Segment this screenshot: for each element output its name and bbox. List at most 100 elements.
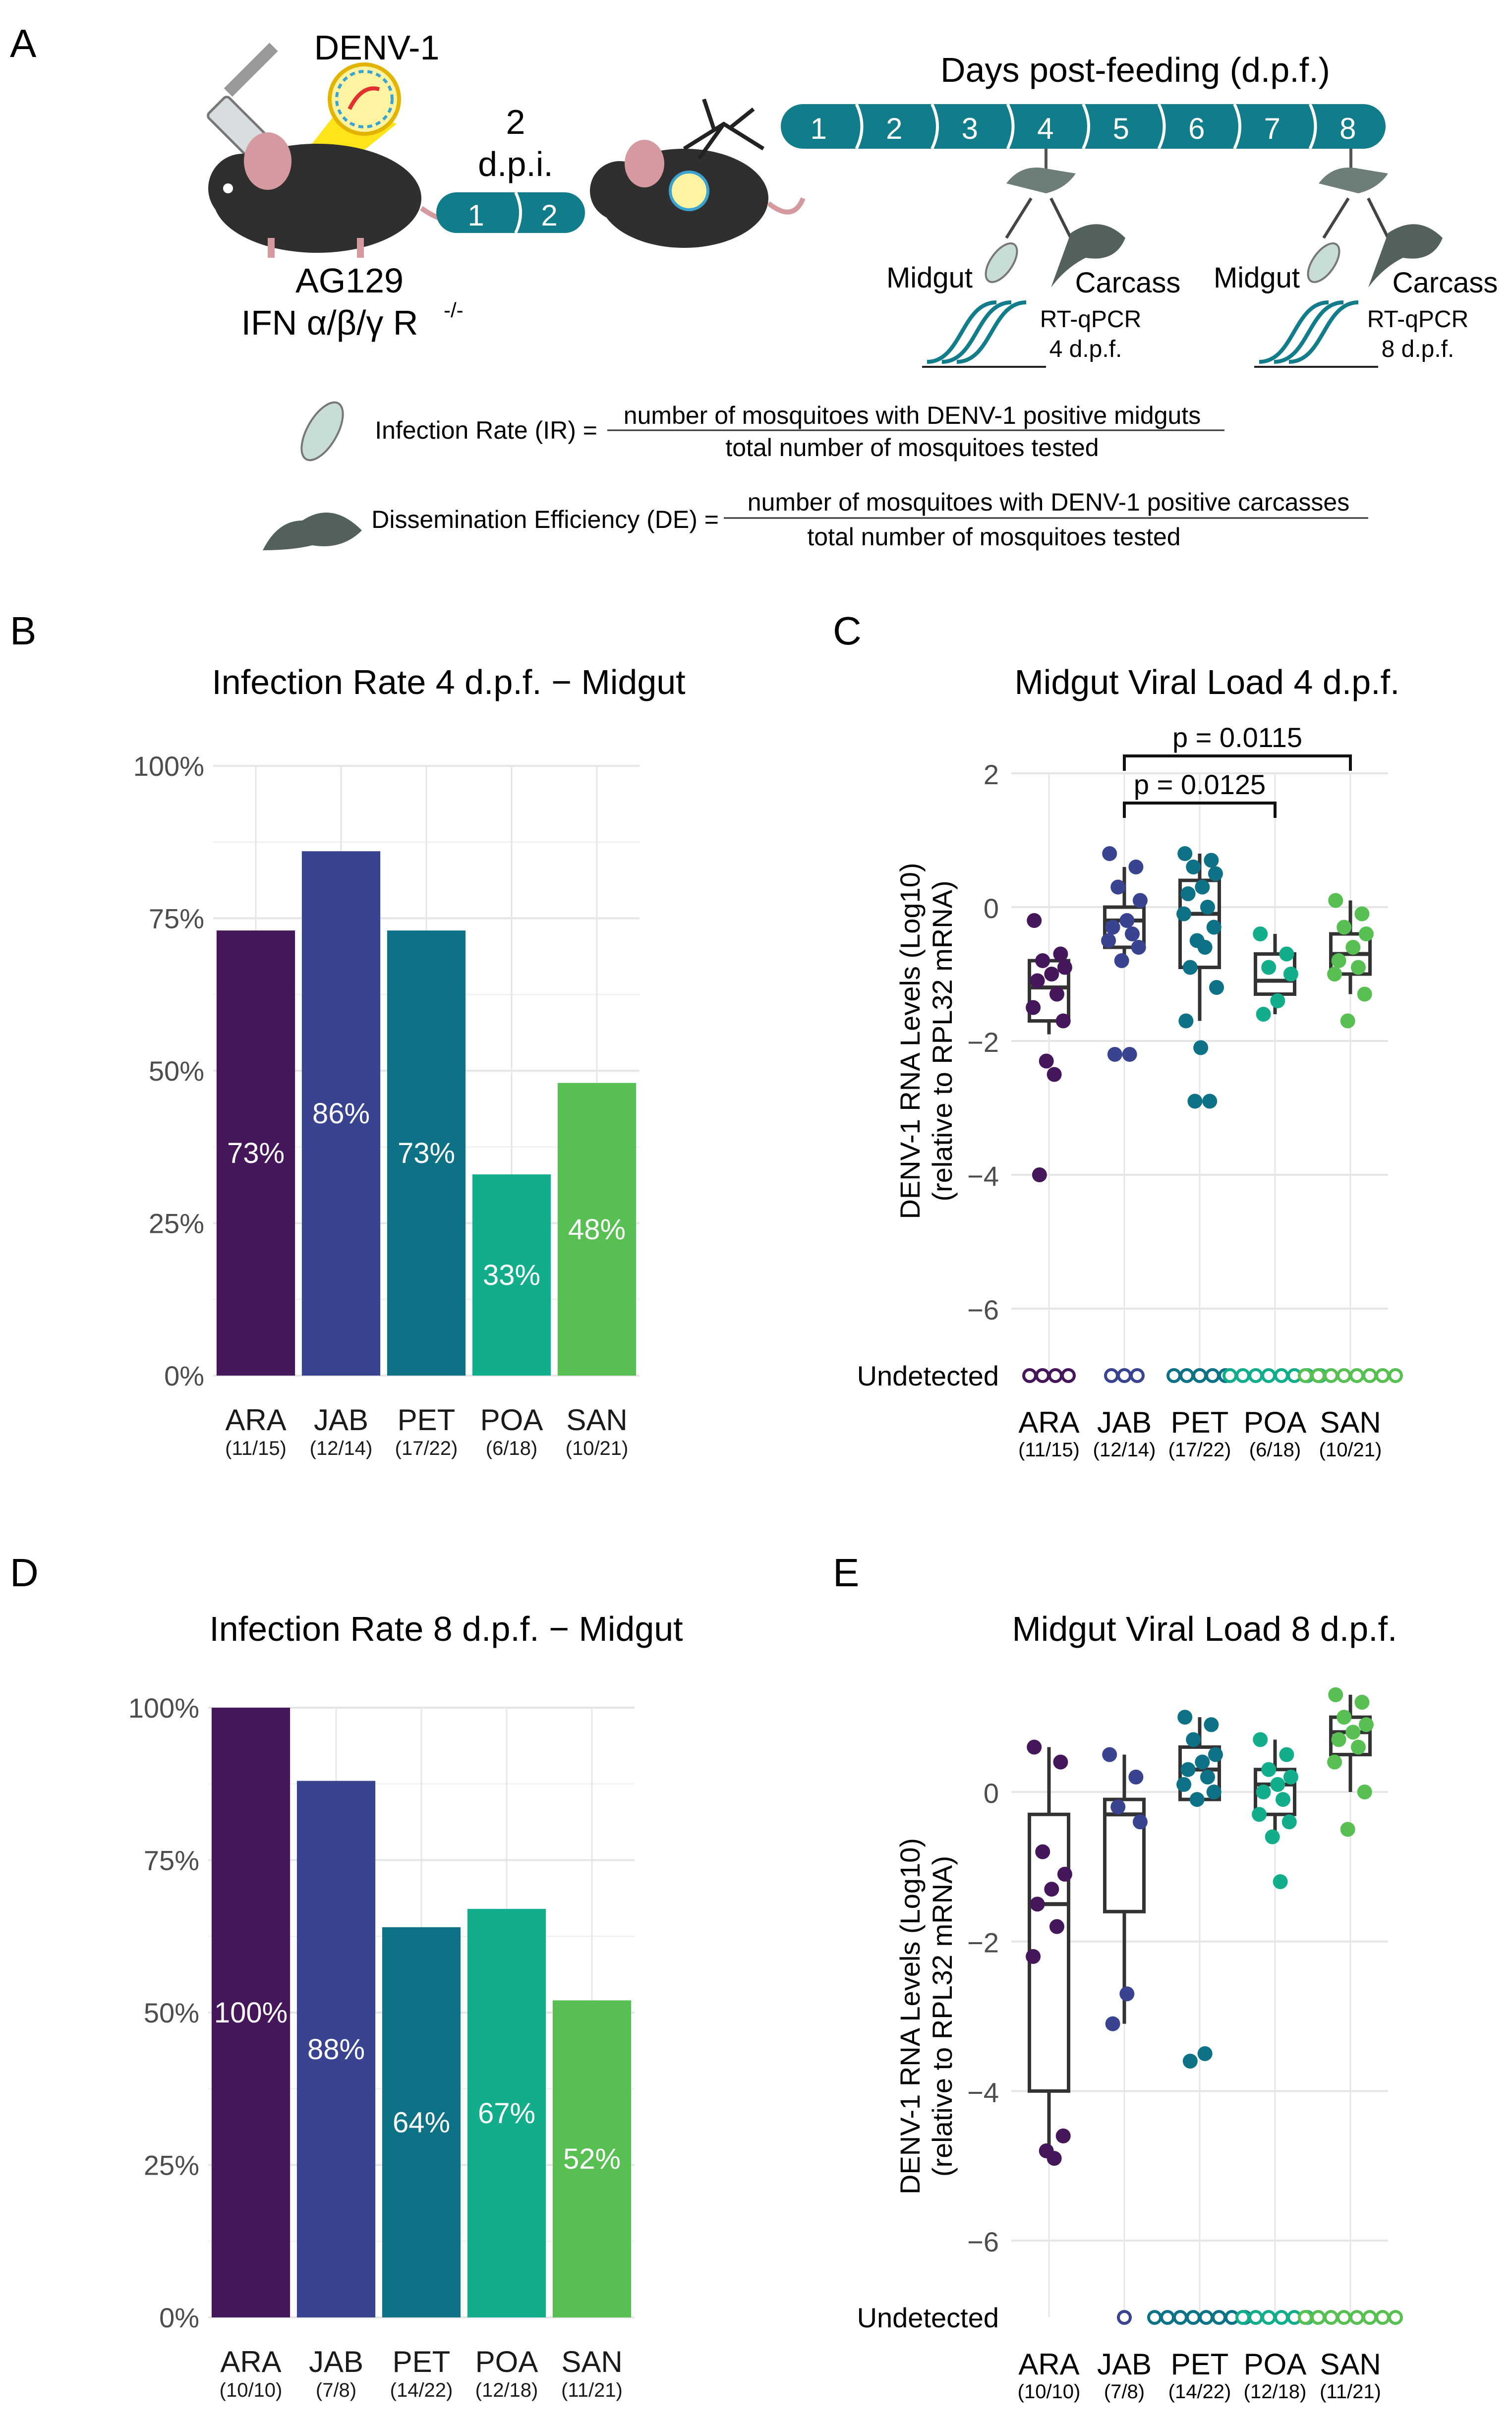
- data-point-ara: [1047, 2151, 1062, 2166]
- bar-poa: [472, 1174, 551, 1376]
- undetected-point-poa: [1248, 1368, 1263, 1383]
- dpi-timeline-bar: [436, 192, 585, 233]
- y-tick-label: −6: [967, 1294, 999, 1326]
- data-point-ara: [1027, 1739, 1042, 1755]
- y-tick-label: −4: [967, 2077, 999, 2108]
- midgut-label-8: Midgut: [1214, 262, 1300, 294]
- data-point-ara: [1053, 946, 1068, 962]
- data-point-pet: [1177, 846, 1193, 861]
- undetected-point-jab: [1104, 1368, 1119, 1383]
- x-tick-label: PET: [393, 2345, 451, 2378]
- timeline-divider: [1157, 103, 1166, 150]
- data-point-ara: [1057, 1866, 1072, 1882]
- mosquito-icon: [1319, 168, 1388, 193]
- ir-numerator: number of mosquitoes with DENV-1 positiv…: [624, 402, 1201, 429]
- bar-value-label: 48%: [568, 1213, 626, 1246]
- data-point-san: [1327, 1754, 1342, 1770]
- data-point-poa: [1283, 1769, 1298, 1785]
- y-tick-label: 0: [984, 893, 999, 924]
- timeline-divider: [1006, 103, 1015, 150]
- data-point-pet: [1206, 1785, 1221, 1799]
- days-post-feeding-title: Days post-feeding (d.p.f.): [940, 51, 1330, 89]
- dpf-day-7: 7: [1264, 112, 1280, 145]
- data-point-ara: [1027, 913, 1042, 928]
- data-point-pet: [1186, 860, 1201, 874]
- significance-bracket: [1123, 802, 1277, 818]
- data-point-pet: [1202, 1094, 1218, 1109]
- undetected-point-poa: [1274, 2310, 1289, 2325]
- timeline-divider: [855, 103, 864, 150]
- data-point-jab: [1107, 1047, 1122, 1062]
- mouse-with-mosquito-icon: [590, 98, 806, 248]
- sample-count-label: (17/22): [1168, 1439, 1231, 1461]
- sample-count-label: (11/15): [1018, 1439, 1080, 1461]
- data-point-poa: [1261, 1762, 1277, 1777]
- dpf-day-4: 4: [1037, 112, 1053, 145]
- x-tick-label: POA: [475, 2345, 538, 2378]
- data-point-poa: [1256, 1785, 1271, 1799]
- undetected-point-poa: [1248, 2310, 1263, 2325]
- undetected-point-san: [1375, 1368, 1390, 1383]
- data-point-san: [1340, 1013, 1355, 1029]
- data-point-pet: [1176, 906, 1192, 922]
- data-point-jab: [1114, 953, 1129, 968]
- data-point-jab: [1105, 920, 1120, 935]
- undetected-point-san: [1337, 2310, 1351, 2325]
- virus-label: DENV-1: [314, 28, 440, 67]
- carcass-label-4: Carcass: [1075, 267, 1181, 299]
- y-tick-label: 0%: [159, 2302, 199, 2333]
- data-point-san: [1358, 926, 1374, 941]
- data-point-poa: [1253, 926, 1268, 941]
- undetected-point-san: [1362, 1368, 1377, 1383]
- bar-ara: [211, 1708, 291, 2317]
- data-point-ara: [1026, 1949, 1041, 1964]
- undetected-point-pet: [1179, 1368, 1194, 1383]
- data-point-ara: [1055, 2128, 1071, 2143]
- sample-count-label: (10/21): [566, 1438, 629, 1459]
- dissection-4-dpf: Midgut Carcass RT-qPCR 4 d.p.f.: [886, 149, 1181, 368]
- y-tick-label: −4: [967, 1160, 999, 1192]
- undetected-label: Undetected: [857, 1360, 999, 1391]
- dpf-day-1: 1: [811, 112, 827, 145]
- sample-count-label: (12/14): [1093, 1439, 1156, 1461]
- data-point-jab: [1119, 913, 1135, 928]
- undetected-point-pet: [1212, 2310, 1226, 2325]
- x-tick-label: POA: [480, 1403, 543, 1437]
- bar-value-label: 73%: [227, 1137, 285, 1169]
- x-tick-label: PET: [398, 1403, 456, 1437]
- bar-pet: [382, 1927, 461, 2317]
- y-tick-label: 100%: [133, 750, 204, 782]
- data-point-pet: [1200, 1769, 1215, 1785]
- mouse-genotype-superscript: -/-: [444, 298, 464, 322]
- y-tick-label: 100%: [128, 1692, 199, 1724]
- y-axis-label: DENV-1 RNA Levels (Log10): [894, 1838, 926, 2194]
- dpi-day-2: 2: [541, 199, 557, 232]
- data-point-pet: [1204, 1717, 1219, 1732]
- panel-b-letter: B: [10, 609, 36, 653]
- data-point-san: [1328, 893, 1343, 908]
- y-axis-label-secondary: (relative to RPL32 mRNA): [927, 880, 958, 1201]
- data-point-pet: [1209, 980, 1224, 995]
- data-point-jab: [1131, 940, 1146, 955]
- undetected-point-pet: [1173, 2310, 1188, 2325]
- mouse-strain-label: AG129: [295, 261, 404, 300]
- panel-a-letter: A: [10, 21, 37, 65]
- de-denominator: total number of mosquitoes tested: [807, 523, 1180, 551]
- x-tick-label: JAB: [309, 2345, 363, 2378]
- bar-value-label: 52%: [563, 2143, 621, 2175]
- dpi-number: 2: [506, 103, 525, 141]
- data-point-pet: [1195, 879, 1210, 895]
- timeline-divider: [930, 103, 939, 150]
- ir-denominator: total number of mosquitoes tested: [725, 434, 1099, 462]
- data-point-san: [1327, 967, 1342, 981]
- data-point-san: [1331, 953, 1346, 968]
- x-tick-label: SAN: [566, 1403, 627, 1437]
- undetected-point-poa: [1235, 1368, 1250, 1383]
- de-numerator: number of mosquitoes with DENV-1 positiv…: [748, 488, 1349, 516]
- data-point-pet: [1200, 900, 1215, 915]
- y-tick-label: 0: [984, 1778, 999, 1809]
- chart-title: Infection Rate 8 d.p.f. − Midgut: [209, 1610, 683, 1648]
- panel-a: A DENV-1 AG129 IFN α/β/γ R -/-: [10, 21, 1498, 551]
- data-point-pet: [1176, 1777, 1192, 1792]
- data-point-ara: [1057, 960, 1072, 975]
